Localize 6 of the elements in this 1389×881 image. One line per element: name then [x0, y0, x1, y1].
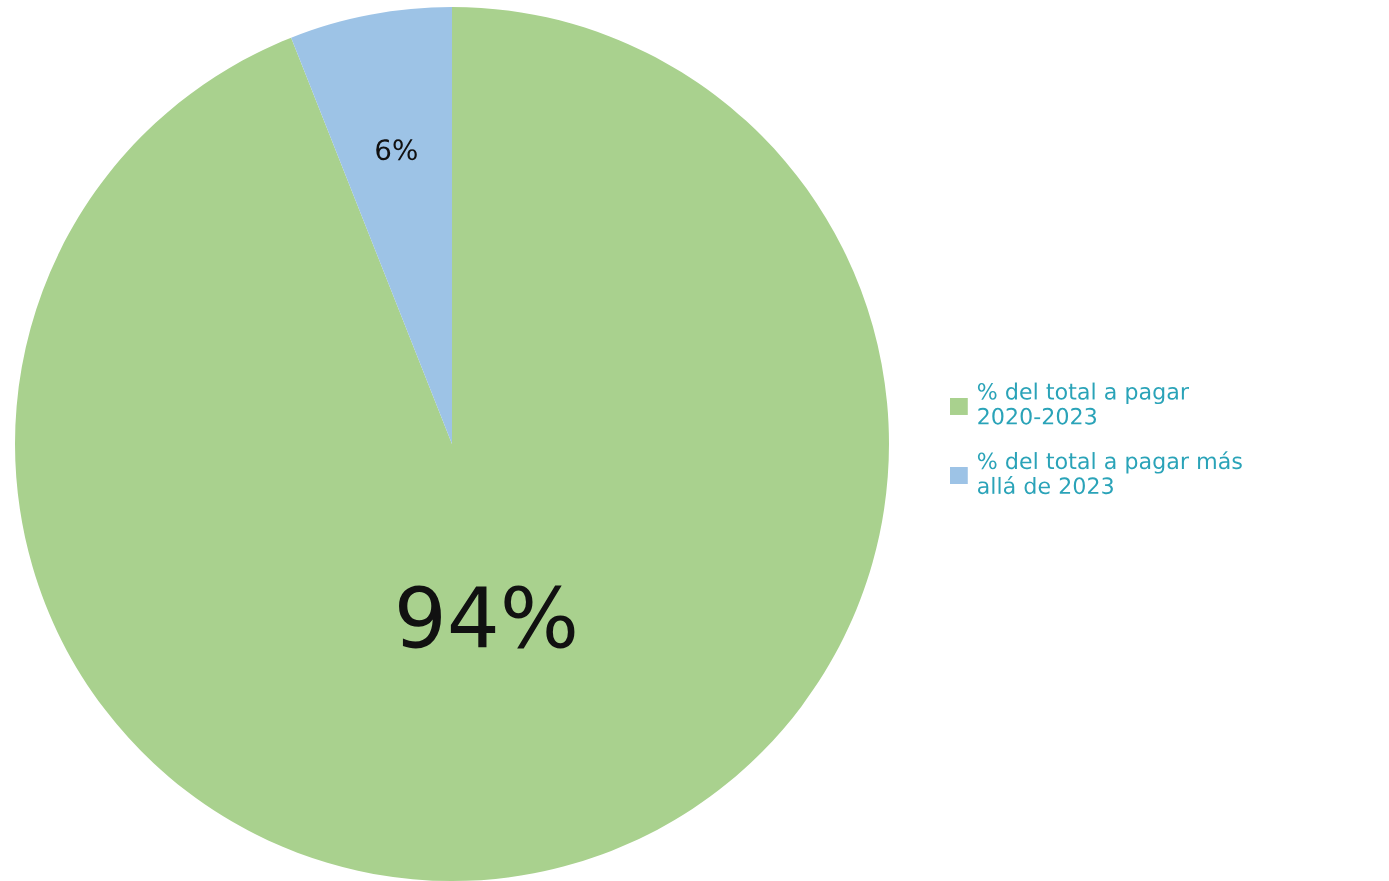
- pie-slice: [15, 7, 889, 881]
- data-label: 94%: [399, 585, 575, 649]
- legend-label: % del total a pagar 2020-2023: [977, 382, 1189, 425]
- pie-slice: [291, 7, 452, 444]
- data-label: 6%: [376, 139, 417, 161]
- legend-label: % del total a pagar más allá de 2023: [977, 451, 1242, 495]
